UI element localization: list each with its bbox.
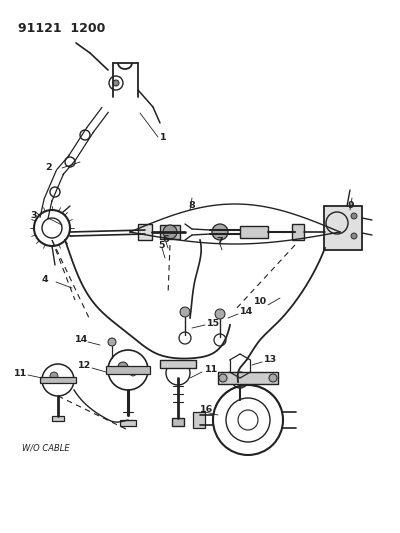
Text: 4: 4 xyxy=(42,276,49,285)
Text: 10: 10 xyxy=(254,297,267,306)
Bar xyxy=(120,420,136,426)
Circle shape xyxy=(130,370,136,376)
Text: 5: 5 xyxy=(158,240,164,249)
Bar xyxy=(172,418,184,426)
Text: 3: 3 xyxy=(30,211,36,220)
Text: 1: 1 xyxy=(160,133,167,141)
Text: 13: 13 xyxy=(264,356,277,365)
Text: 9: 9 xyxy=(348,201,355,211)
Text: 11: 11 xyxy=(14,368,27,377)
Text: 8: 8 xyxy=(188,201,195,211)
Circle shape xyxy=(163,225,177,239)
Circle shape xyxy=(215,309,225,319)
Bar xyxy=(240,226,268,238)
Bar xyxy=(106,366,150,374)
Text: 2: 2 xyxy=(45,164,52,173)
Circle shape xyxy=(180,307,190,317)
Bar xyxy=(138,224,152,240)
Text: W/O CABLE: W/O CABLE xyxy=(22,443,70,453)
Circle shape xyxy=(351,233,357,239)
Circle shape xyxy=(113,80,119,86)
Circle shape xyxy=(212,224,228,240)
Bar xyxy=(218,372,278,384)
Text: 12: 12 xyxy=(78,361,91,370)
Circle shape xyxy=(118,362,128,372)
Bar xyxy=(193,412,205,428)
Bar xyxy=(160,360,196,368)
Circle shape xyxy=(351,213,357,219)
Text: 91121  1200: 91121 1200 xyxy=(18,22,105,35)
Text: 11: 11 xyxy=(205,366,218,375)
Bar xyxy=(292,224,304,240)
Text: 16: 16 xyxy=(200,406,213,415)
Circle shape xyxy=(236,376,244,384)
Bar xyxy=(324,206,362,250)
Text: 7: 7 xyxy=(216,237,223,246)
Circle shape xyxy=(108,338,116,346)
Text: 14: 14 xyxy=(240,308,253,317)
Bar xyxy=(52,416,64,421)
Circle shape xyxy=(219,374,227,382)
Bar xyxy=(40,377,76,383)
Text: 6: 6 xyxy=(162,235,169,244)
Circle shape xyxy=(50,372,58,380)
Text: 15: 15 xyxy=(207,319,220,327)
Circle shape xyxy=(269,374,277,382)
Bar xyxy=(160,225,180,239)
Text: 14: 14 xyxy=(75,335,88,344)
